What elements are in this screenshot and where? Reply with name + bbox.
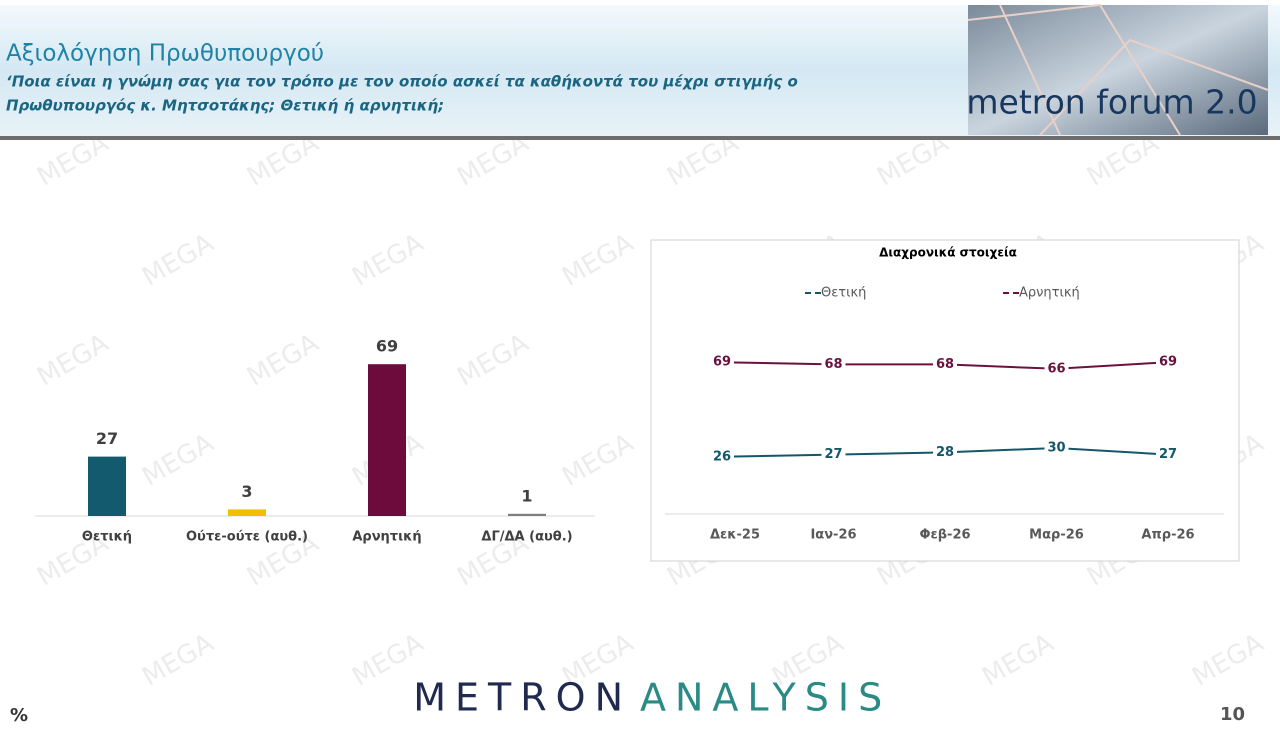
data-label: 1 <box>521 486 532 505</box>
watermark: MEGA <box>137 628 219 692</box>
watermark: MEGA <box>557 428 639 492</box>
label-bg <box>710 353 734 372</box>
unit-label: % <box>10 705 28 726</box>
watermark: MEGA <box>32 328 114 392</box>
watermark: MEGA <box>977 628 1059 692</box>
legend-label: Θετική <box>821 286 866 301</box>
x-tick-label: Δεκ-25 <box>710 528 760 543</box>
watermark: MEGA <box>1187 628 1269 692</box>
label-bg <box>821 355 846 374</box>
legend-label: Αρνητική <box>1019 286 1080 301</box>
label-bg <box>933 443 957 462</box>
watermark: MEGA <box>557 228 639 292</box>
label-bg <box>1156 445 1180 464</box>
brand: ANALYSIS <box>640 676 891 720</box>
x-tick-label: Μαρ-26 <box>1029 528 1084 543</box>
logo-box <box>968 5 1268 135</box>
data-label: 69 <box>713 355 731 370</box>
header-rule <box>0 136 1280 140</box>
page-number: 10 <box>1220 704 1245 725</box>
x-tick-label: Ιαν-26 <box>810 528 856 543</box>
label-bg <box>933 355 957 374</box>
data-label: 27 <box>96 429 118 448</box>
title: Αξιολόγηση Πρωθυπουργού <box>6 41 324 67</box>
logo-text: metron forum 2.0 <box>966 83 1257 122</box>
label-bg <box>1044 359 1069 378</box>
label-bg <box>1044 439 1069 457</box>
watermark: MEGA <box>137 428 219 492</box>
label-bg <box>1156 353 1180 372</box>
line-chart-frame <box>650 239 1240 562</box>
data-label: 3 <box>241 482 252 501</box>
data-label: 69 <box>376 337 398 356</box>
data-label: 27 <box>1159 447 1177 462</box>
subtitle: ‘Ποια είναι η γνώμη σας για τον τρόπο με… <box>6 73 798 91</box>
chart-title: Διαχρονικά στοιχεία <box>879 246 1017 260</box>
x-tick-label: Φεβ-26 <box>919 528 970 543</box>
data-label: 66 <box>1047 361 1065 376</box>
data-label: 28 <box>936 445 954 460</box>
label-bg <box>821 445 846 464</box>
x-tick-label: Απρ-26 <box>1141 528 1194 543</box>
bar <box>368 364 406 516</box>
data-label: 69 <box>1159 355 1177 370</box>
x-tick-label: Ούτε-ούτε (αυθ.) <box>186 530 308 545</box>
subtitle: Πρωθυπουργός κ. Μητσοτάκης; Θετική ή αρν… <box>6 97 444 115</box>
watermark: MEGA <box>452 328 534 392</box>
x-tick-label: ΔΓ/ΔΑ (αυθ.) <box>481 530 572 545</box>
bar <box>508 513 546 516</box>
brand: METRON <box>413 676 632 720</box>
logo-pattern <box>967 3 1269 136</box>
x-tick-label: Θετική <box>82 530 132 545</box>
data-label: 30 <box>1047 441 1065 456</box>
data-label: 68 <box>824 357 842 372</box>
bar <box>228 509 266 516</box>
watermark: MEGA <box>242 328 324 392</box>
data-label: 27 <box>824 447 842 462</box>
data-label: 68 <box>936 357 954 372</box>
x-tick-label: Αρνητική <box>352 530 421 545</box>
data-label: 26 <box>713 449 731 464</box>
label-bg <box>710 447 734 466</box>
watermark: MEGA <box>137 228 219 292</box>
watermark: MEGA <box>347 228 429 292</box>
bar <box>88 456 126 516</box>
